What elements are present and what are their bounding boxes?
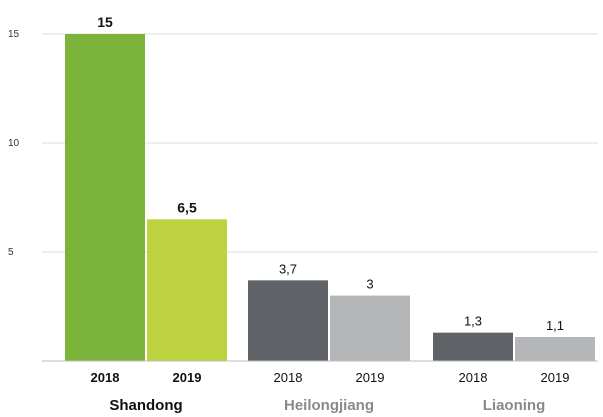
y-axis-ticks: 5 10 15 [8, 29, 20, 258]
group-label: Heilongjiang [284, 397, 374, 414]
data-label: 1,3 [464, 314, 482, 329]
y-tick-label: 5 [8, 247, 14, 258]
x-tick-label: 2019 [173, 370, 202, 385]
y-tick-label: 15 [8, 29, 20, 40]
bar-liaoning-2018 [433, 332, 513, 361]
bar-heilongjiang-2019 [330, 295, 410, 361]
data-label: 3 [366, 277, 373, 292]
group-label: Liaoning [483, 397, 546, 414]
x-tick-label: 2018 [459, 370, 488, 385]
data-label: 1,1 [546, 318, 564, 333]
x-tick-label: 2019 [356, 370, 385, 385]
bar-liaoning-2019 [515, 337, 595, 361]
bar-shandong-2019 [147, 219, 227, 361]
bar-shandong-2018 [65, 34, 145, 361]
bar-heilongjiang-2018 [248, 280, 328, 361]
data-label: 3,7 [279, 261, 297, 276]
x-tick-label: 2019 [541, 370, 570, 385]
x-tick-label: 2018 [91, 370, 120, 385]
data-label: 15 [97, 14, 113, 30]
x-tick-label: 2018 [274, 370, 303, 385]
bars: 15 2018 6,5 2019 Shandong 3,7 2018 3 2019 Heilong… [65, 14, 595, 414]
y-tick-label: 10 [8, 138, 20, 149]
data-label: 6,5 [177, 199, 197, 215]
group-label: Shandong [109, 397, 182, 414]
